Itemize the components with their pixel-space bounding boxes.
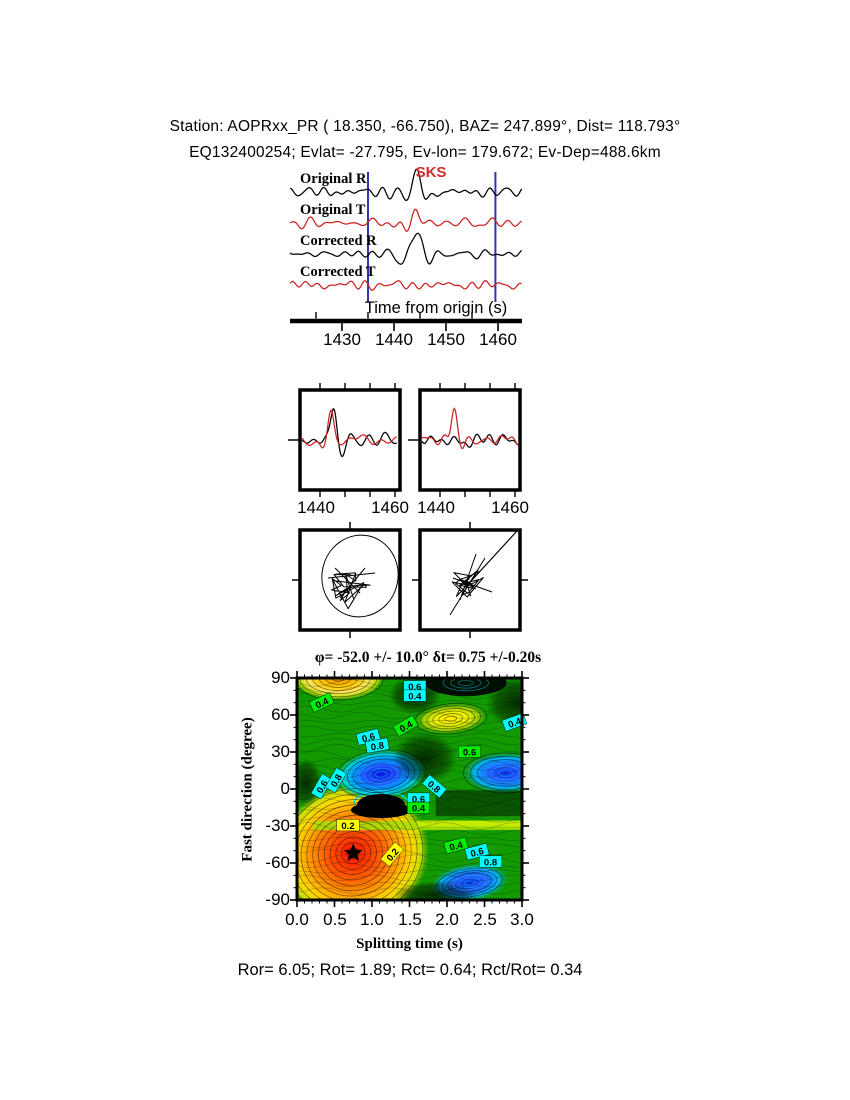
seismogram-traces bbox=[289, 168, 523, 291]
waveform-tick-label: 1440 bbox=[297, 498, 335, 517]
contour-y-tick-label: 30 bbox=[271, 742, 290, 761]
contour-level-label: 0.6 bbox=[458, 745, 481, 759]
contour-level-label: 0.4 bbox=[308, 692, 335, 713]
compare-boxes bbox=[288, 383, 522, 497]
svg-text:0.6: 0.6 bbox=[412, 795, 425, 806]
waveform-tick-label: 1460 bbox=[491, 498, 529, 517]
contour-x-tick-label: 2.5 bbox=[473, 910, 497, 929]
svg-text:0.4: 0.4 bbox=[448, 840, 464, 854]
contour-y-tick-label: 90 bbox=[271, 668, 290, 687]
svg-text:0.4: 0.4 bbox=[408, 692, 422, 703]
contour-rings bbox=[297, 678, 522, 900]
contour-level-label: 0.4 bbox=[443, 836, 469, 855]
waveform-tick-label: 1440 bbox=[417, 498, 455, 517]
best-fit-star bbox=[343, 843, 363, 862]
contour-level-label: 0.2 bbox=[336, 819, 360, 832]
particle-paths bbox=[321, 530, 518, 618]
trace-label-original-t: Original T bbox=[300, 202, 366, 218]
trace-label-corrected-t: Corrected T bbox=[300, 264, 376, 280]
contour-level-label: 0.8 bbox=[479, 855, 502, 868]
contour-y-tick-label: -30 bbox=[265, 816, 290, 835]
contour-level-label: 0.8 bbox=[364, 737, 390, 753]
contour-level-label: 0.4 bbox=[403, 689, 427, 703]
trace-waveforms-plot bbox=[289, 168, 523, 331]
contour-x-tick-label: 1.5 bbox=[398, 910, 422, 929]
plot-frame-and-ticks bbox=[290, 671, 529, 907]
contour-title: φ= -52.0 +/- 10.0° δt= 0.75 +/-0.20s bbox=[314, 649, 542, 666]
waveform-tick-label: 1460 bbox=[371, 498, 409, 517]
contour-y-tick-label: 60 bbox=[271, 705, 290, 724]
svg-text:0.4: 0.4 bbox=[507, 716, 524, 731]
trace-label-corrected-r: Corrected R bbox=[300, 233, 377, 249]
contour-x-tick-label: 1.0 bbox=[360, 910, 384, 929]
contour-x-tick-label: 0.0 bbox=[285, 910, 309, 929]
event-header: EQ132400254; Evlat= -27.795, Ev-lon= 179… bbox=[189, 144, 661, 161]
waveform-compare-plot bbox=[288, 383, 522, 497]
contour-x-tick-label: 0.5 bbox=[323, 910, 347, 929]
svg-text:0.6: 0.6 bbox=[463, 748, 476, 759]
splitting-contour-plot: 0.40.60.40.4 0.40.60.8 0.60.60.8 0.80.60.40… bbox=[290, 671, 529, 907]
time-axis bbox=[290, 312, 522, 331]
time-axis-tick-label: 1450 bbox=[427, 330, 465, 349]
time-axis-tick-label: 1440 bbox=[375, 330, 413, 349]
svg-text:0.4: 0.4 bbox=[314, 696, 331, 712]
time-axis-label: Time from origin (s) bbox=[364, 299, 508, 317]
compare-waveforms bbox=[301, 407, 519, 457]
splitting-time-axis-label: Splitting time (s) bbox=[356, 936, 463, 952]
svg-text:0.6: 0.6 bbox=[408, 682, 421, 693]
particle-boxes bbox=[292, 522, 528, 638]
station-header: Station: AOPRxx_PR ( 18.350, -66.750), B… bbox=[169, 118, 681, 135]
particle-motion-plot bbox=[292, 522, 528, 638]
contour-y-tick-label: 0 bbox=[280, 779, 290, 798]
window-marker-lines bbox=[367, 172, 497, 302]
contour-y-tick-label: -90 bbox=[265, 890, 290, 909]
contour-x-tick-label: 2.0 bbox=[435, 910, 459, 929]
svg-text:0.8: 0.8 bbox=[484, 857, 497, 868]
svg-text:0.4: 0.4 bbox=[412, 804, 426, 815]
phase-label-sks: SKS bbox=[415, 164, 447, 181]
contour-y-tick-label: -60 bbox=[265, 853, 290, 872]
time-axis-tick-label: 1430 bbox=[323, 330, 361, 349]
time-axis-tick-label: 1460 bbox=[479, 330, 517, 349]
svg-text:0.2: 0.2 bbox=[341, 821, 354, 832]
result-stats: Ror= 6.05; Rot= 1.89; Rct= 0.64; Rct/Rot… bbox=[237, 961, 583, 979]
trace-label-original-r: Original R bbox=[300, 171, 367, 187]
svg-text:0.8: 0.8 bbox=[370, 740, 385, 753]
contour-level-label: 0.4 bbox=[407, 801, 430, 815]
contour-x-tick-label: 3.0 bbox=[510, 910, 534, 929]
